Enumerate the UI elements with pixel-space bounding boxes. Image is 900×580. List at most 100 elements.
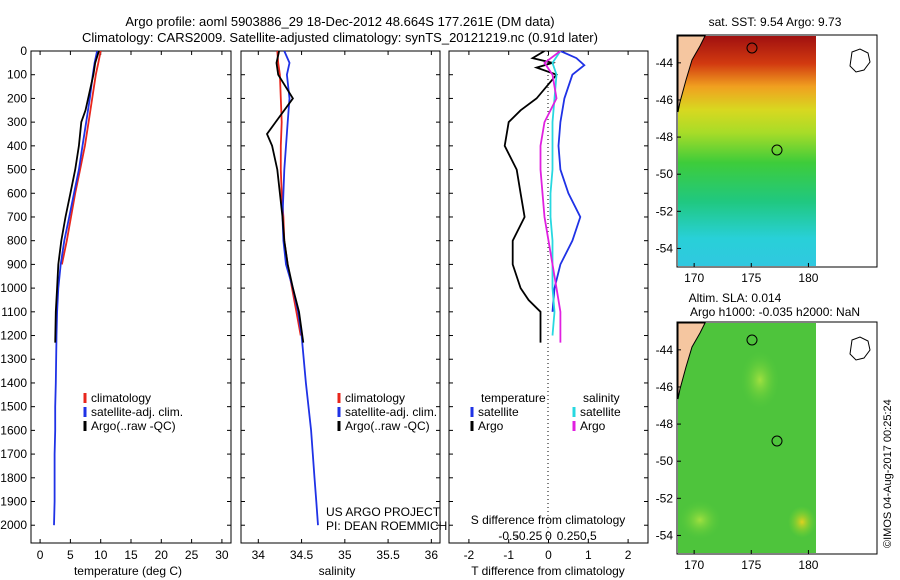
series-line — [61, 51, 102, 265]
legend-label: Argo(..raw -QC) — [91, 419, 176, 433]
legend-group-title: salinity — [583, 391, 620, 405]
depth-axis: 0 100 200 300 400 500 600 700 800 900 1000 1100 1200… — [0, 44, 27, 532]
depth-tick-label: 1900 — [0, 495, 27, 509]
series-line — [549, 51, 562, 336]
legend-label: Argo — [478, 419, 504, 433]
depth-tick-label: 100 — [7, 68, 27, 82]
series-line — [54, 51, 100, 343]
lat-tick-label: -50 — [656, 167, 674, 181]
legend-label: Argo(..raw -QC) — [345, 419, 430, 433]
series-line — [281, 51, 319, 526]
x-tick-label: -1 — [503, 548, 514, 562]
credit-text: ©IMOS 04-Aug-2017 00:25:24 — [882, 399, 894, 548]
title-line-2: Climatology: CARS2009. Satellite-adjuste… — [82, 30, 598, 45]
x-tick-label: 2 — [625, 548, 632, 562]
lon-tick-label: 170 — [684, 558, 704, 572]
series-line — [539, 51, 562, 343]
x-tick-label: 30 — [215, 548, 229, 562]
legend-label: Argo — [580, 419, 606, 433]
lat-tick-label: -50 — [656, 454, 674, 468]
sla-anomaly-patch — [678, 500, 722, 540]
lat-tick-label: -46 — [656, 380, 674, 394]
s-tick-label: -0.5 — [498, 529, 519, 543]
sla-anomaly-patch — [740, 350, 780, 410]
depth-tick-label: 300 — [7, 115, 27, 129]
s-tick-label: 0.5 — [580, 529, 597, 543]
series-line — [53, 51, 98, 526]
lat-tick-label: -48 — [656, 130, 674, 144]
salinity-axis: 34 34.5 35 35.5 36 — [241, 50, 440, 562]
temperature-xlabel: temperature (deg C) — [74, 564, 182, 578]
legend-label: satellite — [580, 405, 621, 419]
salinity-panel: 34 34.5 35 35.5 36 climatologysatellite-adj.… — [240, 50, 447, 578]
project-annotation-line-1: US ARGO PROJECT — [326, 505, 441, 519]
depth-tick-label: 800 — [7, 234, 27, 248]
legend-label: satellite-adj. clim. — [345, 405, 437, 419]
t-difference-label: T difference from climatology — [471, 564, 625, 578]
series-line — [265, 51, 305, 343]
x-tick-label: 36 — [425, 548, 439, 562]
depth-tick-label: 1000 — [0, 281, 27, 295]
lon-tick-label: 180 — [798, 558, 818, 572]
sla-map-panel: Altim. SLA: 0.014 Argo h1000: -0.035 h20… — [656, 291, 878, 572]
legend-label: climatology — [345, 391, 405, 405]
float-position-marker — [746, 42, 758, 54]
lon-tick-label: 170 — [684, 271, 704, 285]
s-tick-label: 0.25 — [557, 529, 581, 543]
lat-tick-label: -44 — [656, 343, 674, 357]
float-position-marker — [771, 144, 783, 156]
x-tick-label: 35 — [338, 548, 352, 562]
depth-tick-label: 1700 — [0, 447, 27, 461]
x-tick-label: 10 — [94, 548, 108, 562]
temperature-x-axis: 0 5 10 15 20 25 30 — [31, 50, 231, 562]
x-tick-label: 25 — [185, 548, 199, 562]
lat-tick-label: -48 — [656, 417, 674, 431]
depth-tick-label: 1300 — [0, 352, 27, 366]
depth-tick-label: 700 — [7, 210, 27, 224]
sla-map-axes: 170 175 180 -44 -46 -48 -50 -52 -54 — [656, 343, 819, 572]
depth-tick-label: 2000 — [0, 518, 27, 532]
s-tick-label: -0.25 — [515, 529, 543, 543]
temperature-axes — [30, 50, 232, 544]
salinity-axes — [240, 50, 441, 544]
lon-tick-label: 175 — [741, 271, 761, 285]
depth-tick-label: 1400 — [0, 376, 27, 390]
depth-tick-label: 900 — [7, 257, 27, 271]
float-position-marker — [771, 435, 783, 447]
s-difference-label: S difference from climatology — [471, 513, 626, 527]
lat-tick-label: -44 — [656, 56, 674, 70]
sst-map-title: sat. SST: 9.54 Argo: 9.73 — [709, 15, 842, 29]
temperature-panel: 0100200300400500600700800900100011001200… — [0, 44, 232, 578]
depth-tick-label: 1600 — [0, 423, 27, 437]
land-mass — [677, 35, 706, 113]
difference-axis: -2 -1 0 1 2 -0.5-0.250 0.250.5 — [449, 50, 648, 562]
sla-map-title-2: Argo h1000: -0.035 h2000: NaN — [690, 305, 860, 319]
depth-tick-label: 1100 — [1, 305, 27, 319]
x-tick-label: 0 — [37, 548, 44, 562]
depth-tick-label: 400 — [7, 139, 27, 153]
depth-tick-label: 1500 — [0, 400, 27, 414]
lon-tick-label: 175 — [741, 558, 761, 572]
difference-legend: temperaturesatelliteArgosalinitysatellit… — [470, 391, 621, 433]
depth-tick-label: 600 — [7, 186, 27, 200]
difference-axes — [448, 50, 649, 544]
series-line — [551, 51, 586, 312]
salinity-series — [265, 51, 319, 526]
lat-tick-label: -46 — [656, 93, 674, 107]
x-tick-label: 20 — [155, 548, 169, 562]
series-line — [503, 51, 559, 343]
depth-tick-label: 500 — [7, 163, 27, 177]
depth-tick-label: 1200 — [0, 329, 27, 343]
legend-group-title: temperature — [481, 391, 546, 405]
island-outline — [849, 336, 871, 361]
lat-tick-label: -54 — [656, 528, 674, 542]
x-tick-label: 35.5 — [376, 548, 400, 562]
depth-tick-label: 0 — [20, 44, 27, 58]
x-tick-label: 34 — [252, 548, 266, 562]
project-annotation-line-2: PI: DEAN ROEMMICH — [326, 519, 447, 533]
lon-tick-label: 180 — [798, 271, 818, 285]
temperature-series — [53, 51, 102, 526]
